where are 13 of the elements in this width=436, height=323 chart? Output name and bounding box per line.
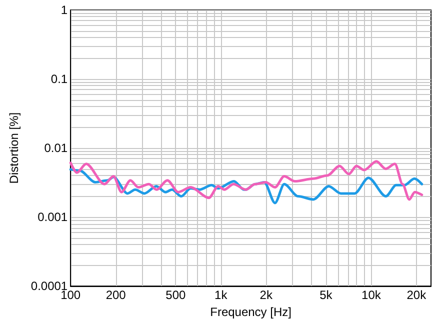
y-tick-label: 0.1	[50, 72, 68, 86]
x-axis-title: Frequency [Hz]	[210, 305, 292, 319]
y-axis-title: Distortion [%]	[7, 112, 21, 184]
x-tick-label: 200	[106, 288, 126, 302]
x-tick-label: 20k	[406, 288, 428, 302]
x-tick-label: 10k	[362, 288, 382, 302]
y-tick-label: 0.01	[44, 141, 68, 156]
y-tick-label: 0.001	[38, 210, 68, 224]
x-tick-label: 5k	[320, 288, 334, 302]
x-tick-label: 1k	[214, 288, 228, 302]
y-tick-label: 1	[60, 3, 68, 17]
x-tick-label: 2k	[260, 288, 274, 302]
x-tick-label: 500	[166, 288, 186, 302]
